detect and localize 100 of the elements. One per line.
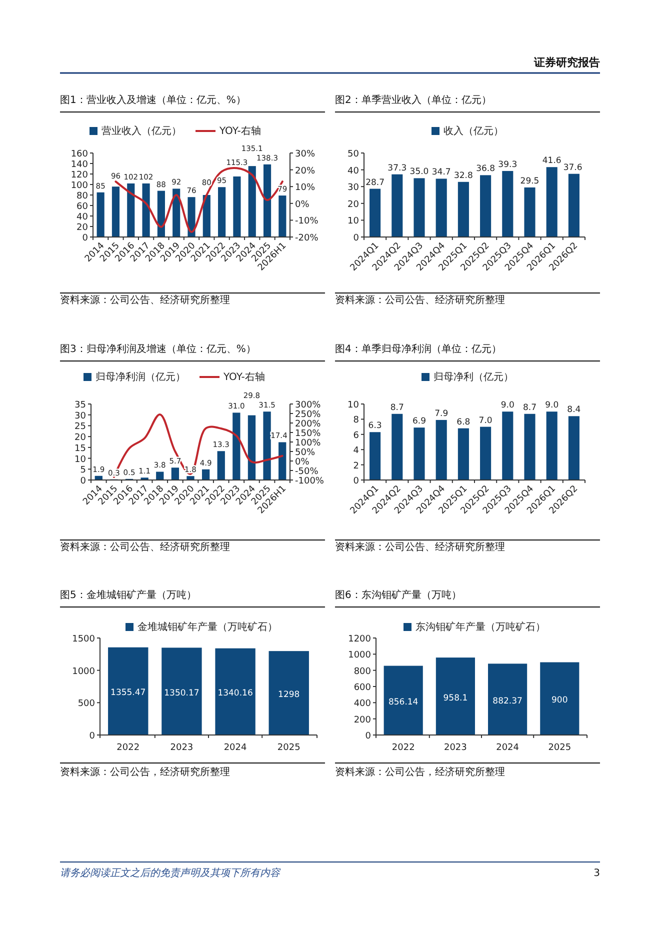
y-tick-label: 0 [365,732,372,742]
y-tick-label: 140 [70,160,88,170]
text: 资料来源：公司公告、经济研究所整理 [60,541,230,553]
legend-label: YOY-右轴 [222,371,265,383]
y-tick-label: 160 [70,150,88,160]
x-tick-label: 2022 [392,743,415,753]
text: 资料来源：公司公告、经济研究所整理 [60,294,230,306]
y-tick-label: 10 [74,454,86,465]
data-label: 8.7 [522,402,537,413]
legend-label: 归母净利（亿元） [434,371,514,383]
data-label: 856.14 [388,697,418,708]
y-tick-label: 8 [353,416,360,426]
text: 资料来源：公司公告，经济研究所整理 [60,766,230,778]
data-label: 32.8 [454,170,473,181]
data-label: 7.0 [478,416,492,426]
y-tick-label: 0 [82,234,88,244]
data-label: 8.4 [567,405,581,416]
text: 请务必阅读正文之后的免责声明及其项下所有内容 [60,867,281,879]
legend-label: 东沟钼矿年产量（万吨矿石） [416,621,546,633]
y-tick-label: 600 [354,683,372,693]
text: 资料来源：公司公告，经济研究所整理 [335,766,505,778]
y-tick-label: 20 [348,200,360,210]
y-tick-label: 6 [353,430,360,441]
chart-title: 图6：东沟钼矿产量（万吨） [335,589,462,601]
data-label: 41.6 [542,156,562,166]
y-tick-label: 1000 [72,666,96,677]
y-tick-label: 50 [348,150,360,160]
data-label: 882.37 [492,696,522,706]
y-tick-label: 10 [348,216,360,227]
data-label: 9.0 [545,400,559,411]
y2-tick-label: 300% [295,400,322,410]
y-tick-label: 30 [348,183,360,194]
data-label: 1340.16 [218,688,253,699]
y2-tick-label: 50% [295,448,316,458]
chart-title: 图1：营业收入及增速（单位：亿元、%） [60,94,246,106]
y-tick-label: 10 [348,400,360,410]
text: 资料来源：公司公告、经济研究所整理 [335,294,505,306]
y-tick-label: 500 [78,699,96,710]
data-label: 900 [552,696,568,706]
data-label: 958.1 [443,693,468,704]
legend-label: 归母净利润（亿元） [96,371,186,383]
y-tick-label: 400 [354,699,372,710]
data-label: 8.7 [390,402,404,413]
x-tick-label: 2024 [224,743,248,753]
data-label: 37.6 [563,162,582,173]
x-tick-label: 2022 [116,743,140,753]
x-tick-label: 2025 [548,743,572,753]
data-label: 1350.17 [164,688,200,698]
data-label: 6.3 [368,421,382,432]
y2-tick-label: 0% [295,200,310,210]
data-label: 36.8 [476,164,496,174]
data-label: 1355.47 [110,688,146,698]
data-label: 28.7 [366,178,385,188]
y2-tick-label: -50% [295,467,319,477]
y2-tick-label: 0% [295,458,310,468]
y2-tick-label: 30% [295,150,316,160]
y2-tick-label: 250% [295,410,322,420]
y-tick-label: 0 [353,476,360,486]
y2-tick-label: 20% [295,166,316,176]
text: 证券研究报告 [533,56,600,69]
y-tick-label: 40 [348,166,360,176]
chart-title: 图5：金堆城钼矿产量（万吨） [60,589,196,601]
legend-label: 收入（亿元） [444,125,504,137]
text: 资料来源：公司公告、经济研究所整理 [335,541,505,553]
y-tick-label: 800 [354,666,372,677]
y-tick-label: 35 [74,400,86,410]
data-label: 34.7 [432,168,451,178]
y2-tick-label: 100% [295,438,322,448]
x-tick-label: 2024 [496,743,520,753]
y-tick-label: 1200 [348,634,372,644]
y-tick-label: 0 [80,476,86,486]
legend-label: 金堆城钼矿年产量（万吨矿石） [138,621,278,633]
y2-tick-label: -20% [295,234,319,244]
legend-label: YOY-右轴 [218,125,261,137]
y-tick-label: 20 [74,433,86,444]
data-label: 7.9 [434,408,448,419]
y-tick-label: 120 [70,170,88,180]
data-label: 29.5 [520,176,540,186]
chart-title: 图2：单季营业收入（单位：亿元） [335,94,492,106]
y-tick-label: 30 [74,411,86,422]
y-tick-label: 0 [353,234,360,244]
data-label: 39.3 [498,160,518,170]
x-tick-label: 2023 [170,743,194,753]
y-tick-label: 40 [76,212,88,222]
y-tick-label: 2 [353,461,359,472]
legend-label: 营业收入（亿元） [102,125,182,137]
y-tick-label: 20 [76,223,88,233]
y-tick-label: 200 [354,715,372,726]
y-tick-label: 60 [76,202,88,212]
y2-tick-label: -10% [295,216,319,227]
data-label: 35.0 [410,167,429,178]
data-label: 9.0 [500,400,514,411]
y2-tick-label: 150% [295,429,322,439]
text: 3 [594,868,600,879]
y-tick-label: 1000 [348,650,372,661]
y-tick-label: 15 [74,444,86,454]
y-tick-label: 100 [70,181,88,191]
y-tick-label: 4 [353,446,360,456]
y-tick-label: 80 [76,192,88,202]
y2-tick-label: 10% [295,183,316,194]
